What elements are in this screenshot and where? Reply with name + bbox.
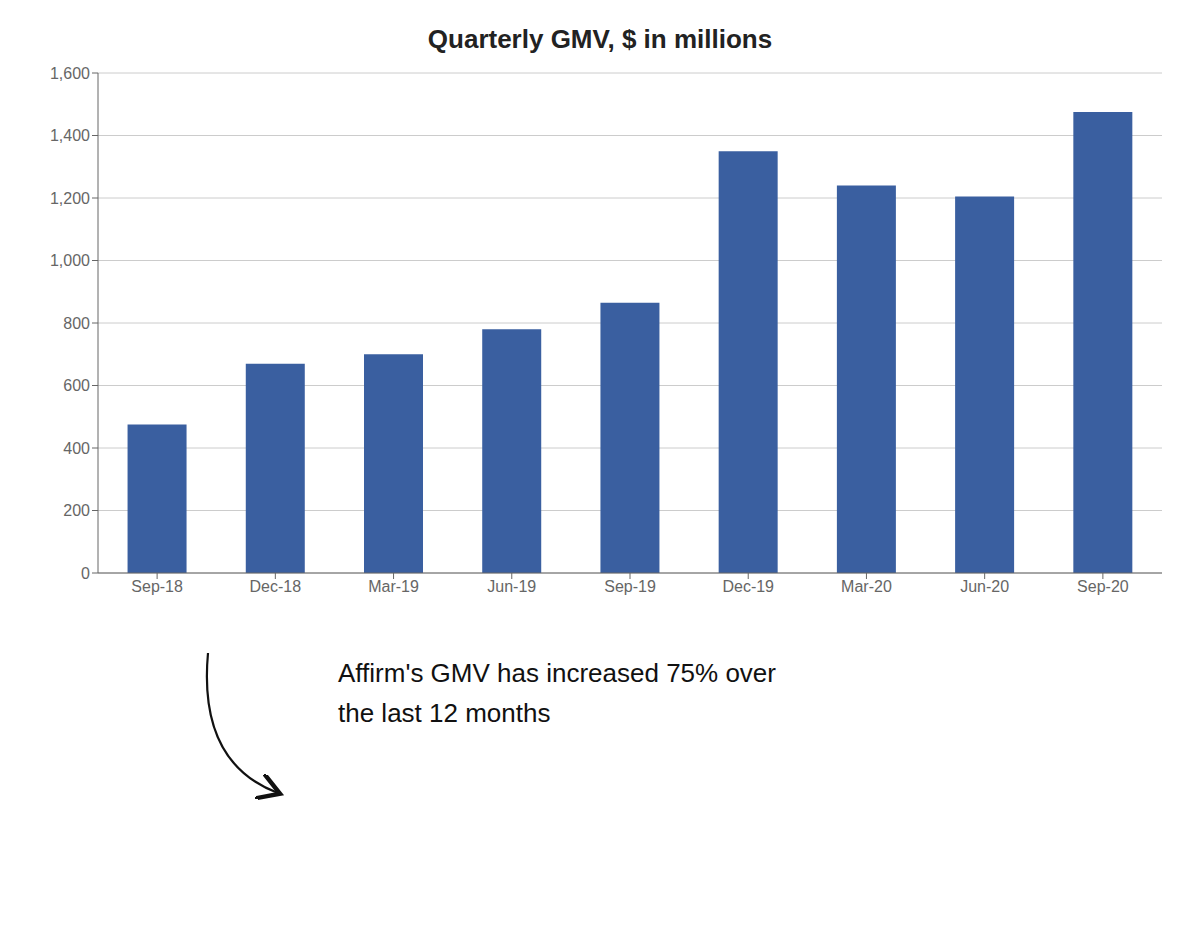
svg-text:Sep-19: Sep-19 (604, 578, 656, 595)
html-text:Quarterly GMV, $ in millions: Quarterly GMV, $ in millions (427, 24, 773, 54)
svg-text:Mar-19: Mar-19 (368, 578, 419, 595)
html-text:Affirm's GMV has increased 75%: Affirm's GMV has increased 75% over (338, 658, 776, 688)
svg-text:800: 800 (63, 315, 90, 332)
svg-text:Mar-20: Mar-20 (841, 578, 892, 595)
svg-text:1,600: 1,600 (50, 65, 90, 82)
svg-text:Jun-19: Jun-19 (487, 578, 536, 595)
svg-text:1,200: 1,200 (50, 190, 90, 207)
html-text:the last 12 months: the last 12 months (338, 698, 551, 728)
svg-text:0: 0 (81, 565, 90, 582)
svg-text:Dec-18: Dec-18 (250, 578, 302, 595)
svg-text:400: 400 (63, 440, 90, 457)
svg-text:Sep-20: Sep-20 (1077, 578, 1129, 595)
svg-text:200: 200 (63, 502, 90, 519)
svg-text:Dec-19: Dec-19 (722, 578, 774, 595)
svg-text:1,000: 1,000 (50, 252, 90, 269)
svg-text:Sep-18: Sep-18 (131, 578, 183, 595)
svg-text:1,400: 1,400 (50, 127, 90, 144)
svg-text:600: 600 (63, 377, 90, 394)
svg-text:Jun-20: Jun-20 (960, 578, 1009, 595)
